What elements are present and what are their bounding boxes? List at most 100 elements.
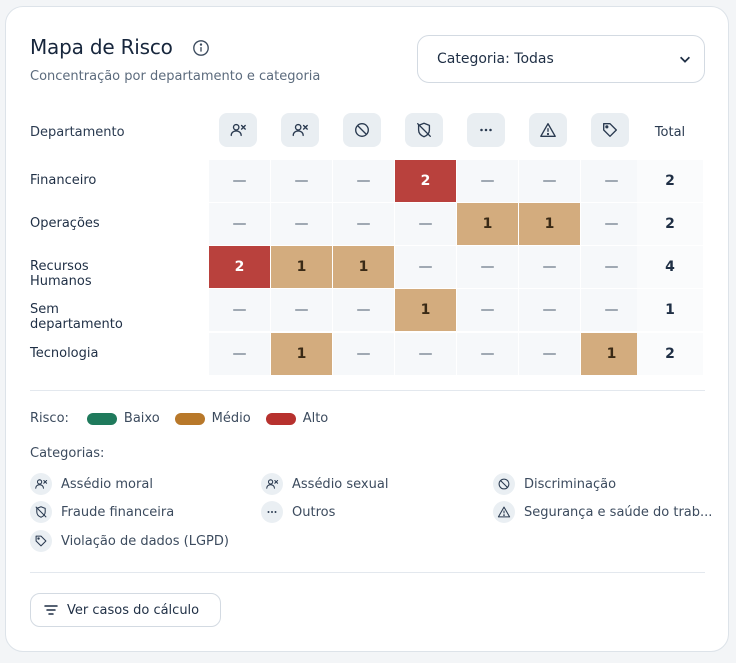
heatmap-cell: — — [457, 160, 518, 202]
filter-lines-icon — [44, 605, 58, 615]
heatmap-cell: — — [271, 160, 332, 202]
heatmap-cell: — — [209, 160, 270, 202]
user-x-icon — [230, 123, 246, 137]
tag-icon — [30, 530, 52, 552]
row-total-cell: 2 — [637, 203, 703, 245]
heatmap-cell: — — [519, 289, 580, 331]
column-header-ban-icon — [343, 113, 381, 147]
category-legend-text: Segurança e saúde do trab... — [524, 504, 713, 520]
shield-off-icon — [30, 501, 52, 523]
row-total-cell: 1 — [637, 289, 703, 331]
row-total-cell: 4 — [637, 246, 703, 288]
risk-legend-text: Baixo — [123, 411, 160, 426]
category-legend-text: Discriminação — [524, 476, 617, 492]
category-legend-item: Violação de dados (LGPD) — [30, 530, 229, 552]
heatmap-cell: — — [333, 289, 394, 331]
heatmap-cell: — — [271, 289, 332, 331]
department-column-header: Departamento — [30, 125, 125, 140]
ban-icon — [355, 123, 369, 137]
category-legend-item: Fraude financeira — [30, 501, 174, 523]
risk-legend-item: Médio — [174, 411, 251, 426]
risk-legend-text: Médio — [211, 411, 251, 426]
category-legend-text: Fraude financeira — [61, 504, 175, 520]
heatmap-cell: — — [333, 333, 394, 375]
category-legend-item: Segurança e saúde do trab... — [493, 501, 712, 523]
heatmap-cell: — — [457, 333, 518, 375]
row-department-label: Tecnologia — [30, 346, 99, 361]
total-column-header: Total — [654, 125, 686, 140]
row-total-cell: 2 — [637, 160, 703, 202]
heatmap-cell: — — [581, 160, 642, 202]
ellipsis-icon — [261, 501, 283, 523]
warning-triangle-icon — [493, 501, 515, 523]
categories-legend-label: Categorias: — [30, 446, 105, 461]
category-legend-item: Discriminação — [493, 473, 616, 495]
view-cases-label: Ver casos do cálculo — [67, 602, 200, 618]
heatmap-cell: — — [209, 203, 270, 245]
category-legend-text: Violação de dados (LGPD) — [61, 533, 229, 549]
ban-icon — [493, 473, 515, 495]
heatmap-cell: — — [519, 333, 580, 375]
column-header-warning-triangle-icon — [529, 113, 567, 147]
heatmap-cell: — — [333, 160, 394, 202]
heatmap-cell[interactable]: 1 — [457, 203, 518, 245]
category-filter-select[interactable]: Categoria: Todas — [417, 35, 705, 83]
risk-swatch — [86, 412, 117, 425]
column-header-user-x-icon — [219, 113, 257, 147]
heatmap-cell[interactable]: 1 — [271, 246, 332, 288]
heatmap-cell[interactable]: 2 — [209, 246, 270, 288]
tag-icon — [603, 123, 617, 137]
info-icon[interactable] — [192, 39, 210, 57]
heatmap-cell: — — [519, 246, 580, 288]
heatmap-cell: — — [209, 333, 270, 375]
category-legend-item: Assédio sexual — [261, 473, 388, 495]
column-header-user-x-icon — [281, 113, 319, 147]
risk-legend: Risco: Baixo Médio Alto — [30, 411, 343, 426]
heatmap-cell: — — [395, 333, 456, 375]
warning-triangle-icon — [540, 123, 556, 137]
heatmap-cell[interactable]: 1 — [271, 333, 332, 375]
heatmap-cell[interactable]: 1 — [519, 203, 580, 245]
heatmap-cell[interactable]: 2 — [395, 160, 456, 202]
column-header-ellipsis-icon — [467, 113, 505, 147]
risk-legend-label: Risco: — [30, 411, 69, 426]
category-legend-text: Assédio sexual — [292, 476, 389, 492]
heatmap-cell: — — [457, 289, 518, 331]
row-total-cell: 2 — [637, 333, 703, 375]
risk-legend-text: Alto — [302, 411, 329, 426]
heatmap-cell: — — [581, 289, 642, 331]
category-legend-item: Outros — [261, 501, 335, 523]
row-department-label: Sem departamento — [30, 302, 123, 332]
heatmap-cell: — — [457, 246, 518, 288]
row-department-label: Recursos Humanos — [30, 259, 92, 289]
row-department-label: Financeiro — [30, 173, 97, 188]
risk-legend-item: Alto — [265, 411, 329, 426]
heatmap-cell: — — [519, 160, 580, 202]
heatmap-cell: — — [333, 203, 394, 245]
column-header-shield-off-icon — [405, 113, 443, 147]
shield-off-icon — [417, 122, 431, 138]
row-department-label: Operações — [30, 216, 100, 231]
heatmap-cell: — — [395, 203, 456, 245]
heatmap-cell[interactable]: 1 — [395, 289, 456, 331]
divider — [30, 572, 705, 573]
page-subtitle: Concentração por departamento e categori… — [30, 69, 321, 84]
category-filter-value: Categoria: Todas — [437, 51, 554, 67]
user-x-icon — [30, 473, 52, 495]
user-x-icon — [261, 473, 283, 495]
heatmap-cell[interactable]: 1 — [581, 333, 642, 375]
risk-legend-item: Baixo — [86, 411, 160, 426]
divider — [30, 390, 705, 391]
category-legend-text: Outros — [292, 504, 336, 520]
chevron-down-icon — [680, 56, 690, 63]
ellipsis-icon — [480, 128, 492, 132]
heatmap-cell: — — [209, 289, 270, 331]
heatmap-cell: — — [581, 203, 642, 245]
view-cases-button[interactable]: Ver casos do cálculo — [30, 593, 221, 627]
heatmap-cell[interactable]: 1 — [333, 246, 394, 288]
risk-swatch — [174, 412, 205, 425]
heatmap-cell: — — [581, 246, 642, 288]
column-header-tag-icon — [591, 113, 629, 147]
risk-swatch — [265, 412, 296, 425]
heatmap-cell: — — [271, 203, 332, 245]
